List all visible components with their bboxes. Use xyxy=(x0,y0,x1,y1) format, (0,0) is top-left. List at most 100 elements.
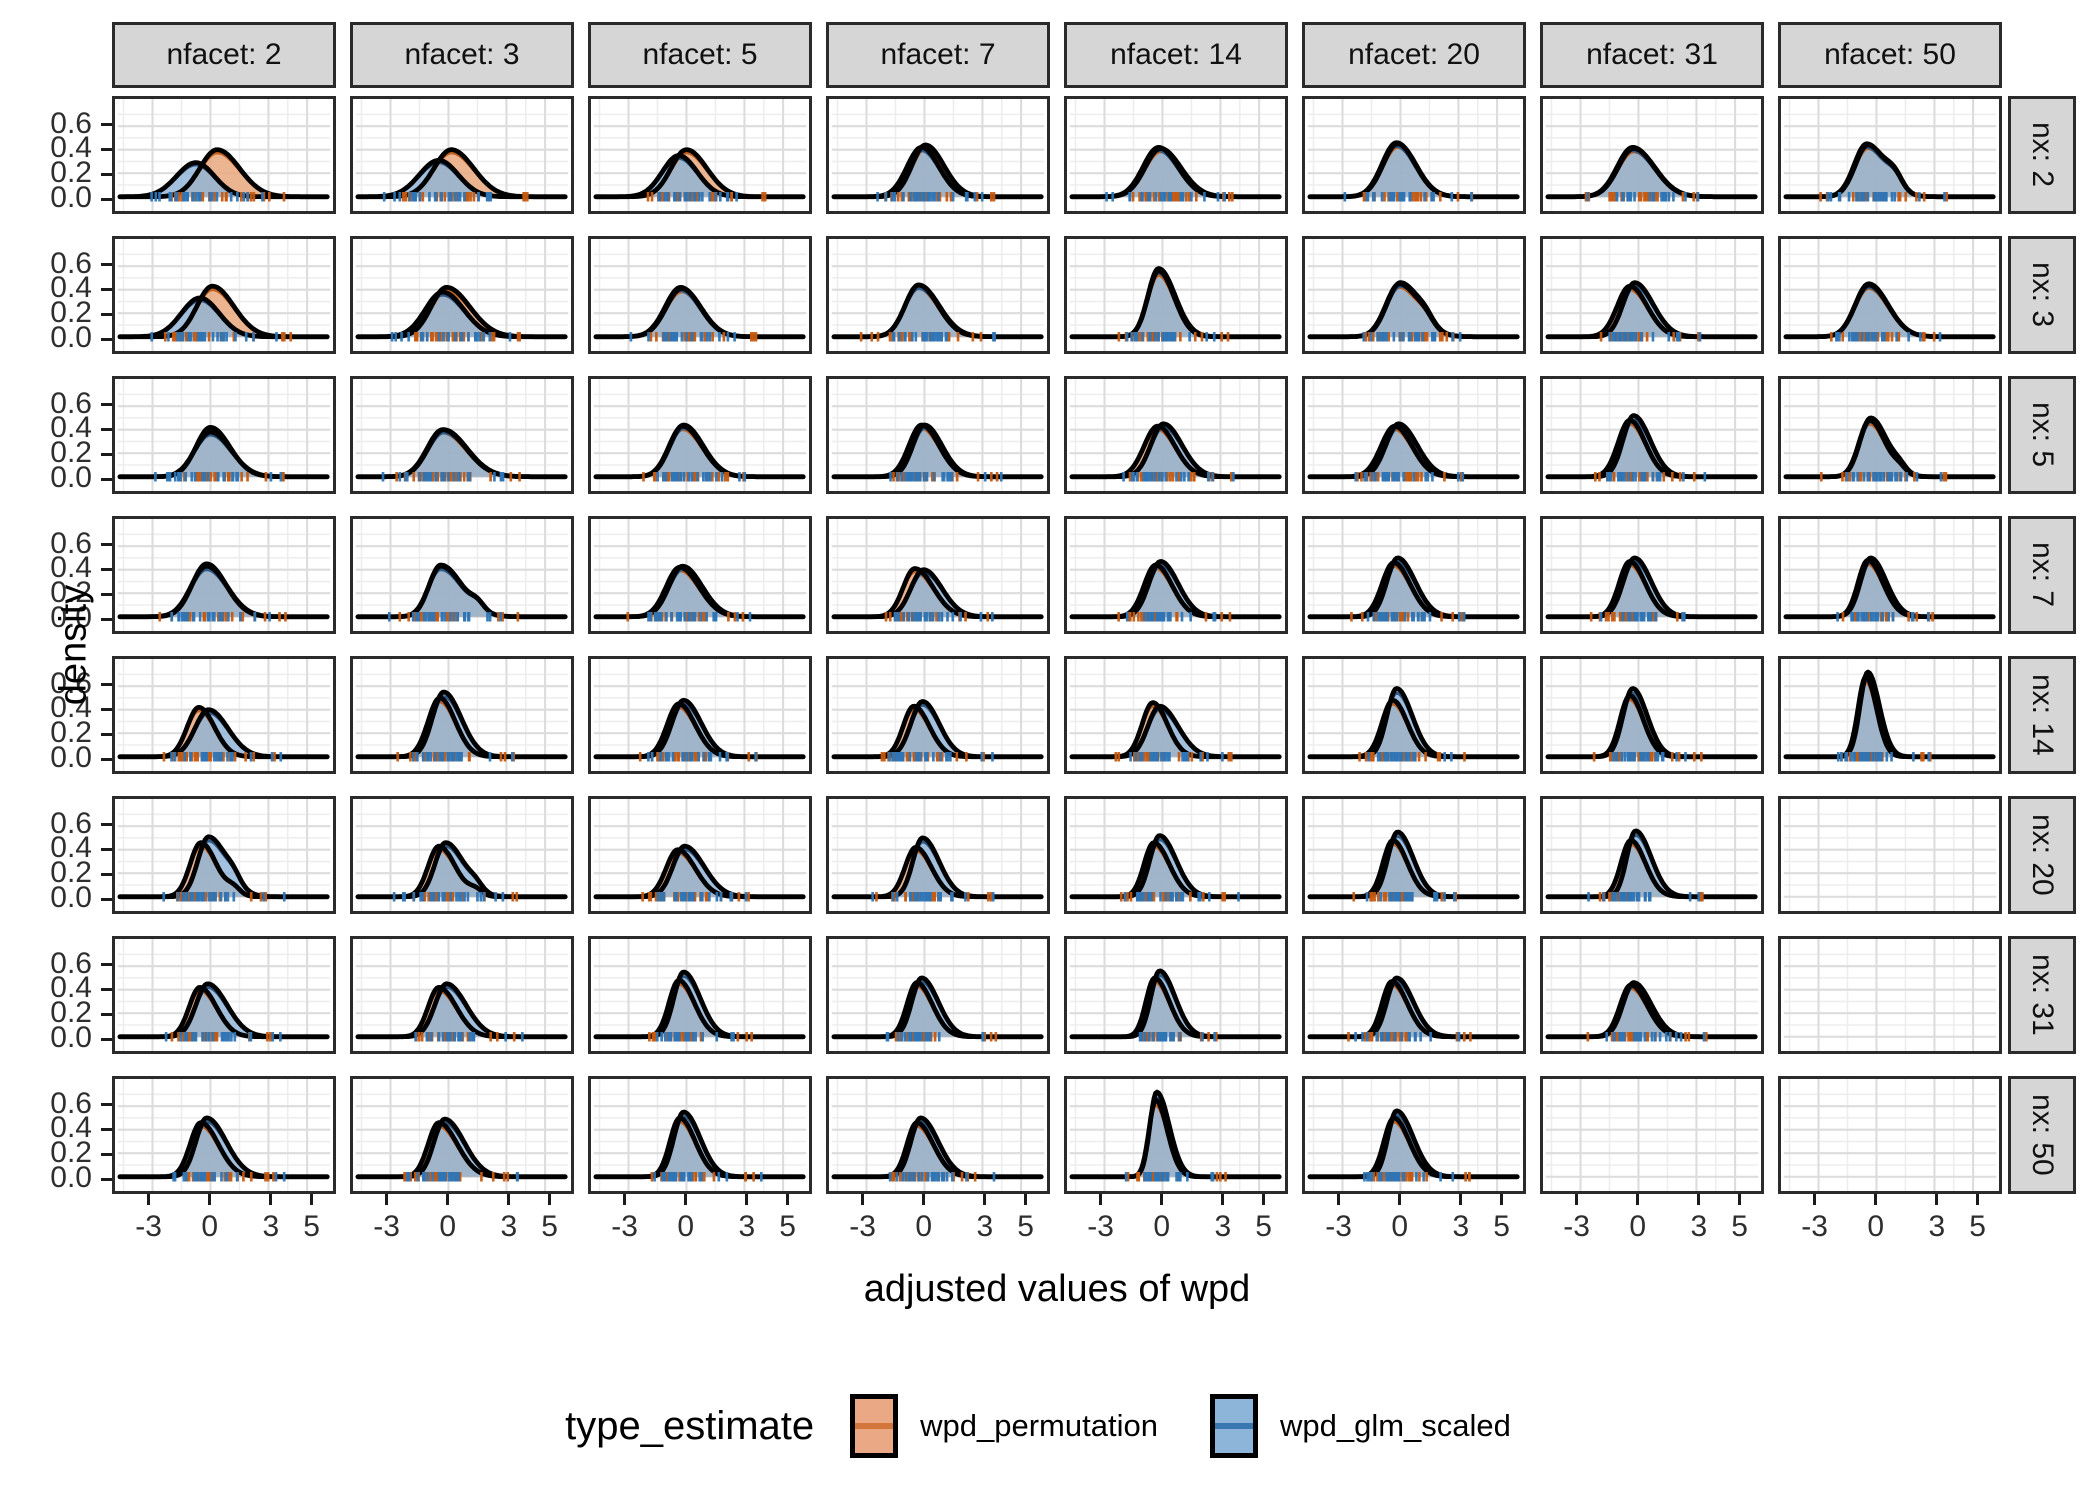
y-tick-label: 0.6 xyxy=(50,806,92,840)
col-facet-strip-nfacet-31: nfacet: 31 xyxy=(1540,22,1764,88)
density-panel-nx3-nfacet20 xyxy=(1302,236,1526,354)
y-tick-label: 0.0 xyxy=(50,321,92,354)
density-panel-nx31-nfacet3 xyxy=(350,936,574,1054)
x-tick-label: -3 xyxy=(373,1210,400,1243)
density-panel-nx2-nfacet50 xyxy=(1778,96,2002,214)
y-tick-label: 0.2 xyxy=(50,436,92,470)
y-tick-mark xyxy=(101,1103,112,1107)
density-panel-nx5-nfacet3 xyxy=(350,376,574,494)
density-panel-nx5-nfacet7 xyxy=(826,376,1050,494)
x-tick-label: 3 xyxy=(262,1210,280,1243)
y-tick-label: 0.6 xyxy=(50,106,92,140)
y-tick-label: 0.4 xyxy=(50,271,92,305)
x-tick-label: 3 xyxy=(500,1210,518,1243)
x-tick-mark xyxy=(745,1194,749,1205)
row-facet-strip-nx-31: nx: 31 xyxy=(2008,936,2076,1054)
density-panel-nx20-nfacet5 xyxy=(588,796,812,914)
density-panel-nx50-nfacet5 xyxy=(588,1076,812,1194)
x-tick-mark xyxy=(786,1194,790,1205)
y-tick-mark xyxy=(101,823,112,827)
density-panel-nx3-nfacet14 xyxy=(1064,236,1288,354)
y-tick-mark xyxy=(101,147,112,151)
y-tick-label: 0.2 xyxy=(50,1136,92,1170)
y-tick-mark xyxy=(101,1127,112,1131)
density-panel-nx5-nfacet50 xyxy=(1778,376,2002,494)
density-panel-nx5-nfacet5 xyxy=(588,376,812,494)
density-panel-nx2-nfacet14 xyxy=(1064,96,1288,214)
density-panel-nx3-nfacet5 xyxy=(588,236,812,354)
density-panel-nx2-nfacet31 xyxy=(1540,96,1764,214)
x-tick-mark xyxy=(1459,1194,1463,1205)
y-tick-label: 0.6 xyxy=(50,666,92,700)
legend-key-line-icon xyxy=(855,1423,894,1429)
density-panel-nx14-nfacet7 xyxy=(826,656,1050,774)
x-tick-label: 5 xyxy=(1255,1210,1272,1243)
density-panel-nx5-nfacet31 xyxy=(1540,376,1764,494)
x-axis-title: adjusted values of wpd xyxy=(863,1268,1251,1310)
col-facet-strip-nfacet-3: nfacet: 3 xyxy=(350,22,574,88)
x-tick-label: 5 xyxy=(1493,1210,1510,1243)
density-panel-nx20-nfacet3 xyxy=(350,796,574,914)
x-tick-mark xyxy=(1024,1194,1028,1205)
x-tick-label: 5 xyxy=(1017,1210,1034,1243)
density-panel-nx20-nfacet31 xyxy=(1540,796,1764,914)
col-facet-strip-nfacet-2: nfacet: 2 xyxy=(112,22,336,88)
y-tick-label: 0.0 xyxy=(50,741,92,774)
y-tick-label: 0.0 xyxy=(50,881,92,914)
legend-key-wpd-permutation xyxy=(850,1394,899,1458)
row-facet-strip-nx-50: nx: 50 xyxy=(2008,1076,2076,1194)
legend: type_estimate wpd_permutation wpd_glm_sc… xyxy=(0,1378,2100,1474)
y-tick-label: 0.6 xyxy=(50,946,92,980)
x-tick-label: 5 xyxy=(1731,1210,1748,1243)
density-panel-nx50-nfacet2 xyxy=(112,1076,336,1194)
density-panel-nx3-nfacet50 xyxy=(1778,236,2002,354)
y-tick-mark xyxy=(101,592,112,596)
x-tick-label: 3 xyxy=(1214,1210,1232,1243)
density-panel-nx5-nfacet2 xyxy=(112,376,336,494)
y-tick-mark xyxy=(101,683,112,687)
x-tick-mark xyxy=(983,1194,987,1205)
density-panel-nx31-nfacet7 xyxy=(826,936,1050,1054)
y-tick-label: 0.0 xyxy=(50,601,92,634)
row-facet-strip-nx-3: nx: 3 xyxy=(2008,236,2076,354)
density-panel-nx3-nfacet3 xyxy=(350,236,574,354)
density-panel-nx31-nfacet50-empty xyxy=(1778,936,2002,1054)
density-panel-nx31-nfacet2 xyxy=(112,936,336,1054)
density-panel-nx14-nfacet14 xyxy=(1064,656,1288,774)
x-tick-mark xyxy=(1221,1194,1225,1205)
y-tick-mark xyxy=(101,427,112,431)
y-tick-mark xyxy=(101,287,112,291)
x-tick-mark xyxy=(548,1194,552,1205)
x-tick-mark xyxy=(623,1194,627,1205)
y-tick-mark xyxy=(101,617,112,621)
y-tick-mark xyxy=(101,1012,112,1016)
x-tick-label: 3 xyxy=(1452,1210,1470,1243)
y-tick-label: 0.4 xyxy=(50,131,92,165)
row-facet-strip-nx-20: nx: 20 xyxy=(2008,796,2076,914)
col-facet-strip-nfacet-50: nfacet: 50 xyxy=(1778,22,2002,88)
density-panel-nx2-nfacet2 xyxy=(112,96,336,214)
density-panel-nx5-nfacet14 xyxy=(1064,376,1288,494)
density-panel-nx3-nfacet7 xyxy=(826,236,1050,354)
y-tick-mark xyxy=(101,312,112,316)
y-tick-label: 0.6 xyxy=(50,1086,92,1120)
density-panel-nx7-nfacet31 xyxy=(1540,516,1764,634)
density-panel-nx2-nfacet20 xyxy=(1302,96,1526,214)
density-panel-nx2-nfacet3 xyxy=(350,96,574,214)
y-tick-mark xyxy=(101,757,112,761)
x-tick-label: 0 xyxy=(201,1210,219,1243)
y-tick-mark xyxy=(101,1037,112,1041)
density-panel-nx3-nfacet2 xyxy=(112,236,336,354)
y-tick-mark xyxy=(101,263,112,267)
col-facet-strip-nfacet-7: nfacet: 7 xyxy=(826,22,1050,88)
x-tick-mark xyxy=(1813,1194,1817,1205)
y-tick-label: 0.2 xyxy=(50,296,92,330)
x-tick-mark xyxy=(507,1194,511,1205)
y-tick-label: 0.2 xyxy=(50,156,92,190)
x-tick-mark xyxy=(1636,1194,1640,1205)
y-tick-label: 0.4 xyxy=(50,411,92,445)
x-tick-label: -3 xyxy=(849,1210,876,1243)
y-tick-mark xyxy=(101,452,112,456)
col-facet-strip-nfacet-20: nfacet: 20 xyxy=(1302,22,1526,88)
